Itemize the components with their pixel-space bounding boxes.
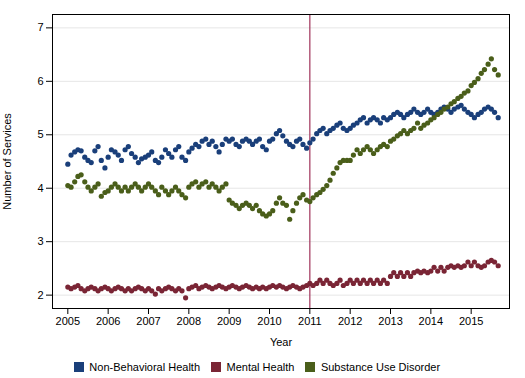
svg-text:2015: 2015 — [459, 315, 483, 327]
svg-text:2011: 2011 — [298, 315, 322, 327]
svg-text:5: 5 — [37, 128, 43, 140]
svg-text:2009: 2009 — [217, 315, 241, 327]
html-text:Substance Use Disorder: Substance Use Disorder — [320, 360, 441, 373]
svg-text:2014: 2014 — [419, 315, 443, 327]
svg-text:6: 6 — [37, 75, 43, 87]
html-text:Non-Behavioral Health: Non-Behavioral Health — [89, 360, 200, 373]
svg-text:2: 2 — [37, 289, 43, 301]
html-text:Mental Health: Mental Health — [226, 360, 295, 373]
svg-text:2006: 2006 — [96, 315, 120, 327]
svg-text:Year: Year — [270, 336, 293, 348]
svg-text:2007: 2007 — [136, 315, 160, 327]
svg-text:7: 7 — [37, 21, 43, 33]
svg-text:2005: 2005 — [56, 315, 80, 327]
svg-text:2008: 2008 — [177, 315, 201, 327]
svg-text:2013: 2013 — [378, 315, 402, 327]
svg-text:Number of Services: Number of Services — [1, 113, 13, 210]
svg-text:2012: 2012 — [338, 315, 362, 327]
svg-text:3: 3 — [37, 235, 43, 247]
svg-text:4: 4 — [37, 182, 43, 194]
svg-text:2010: 2010 — [257, 315, 281, 327]
